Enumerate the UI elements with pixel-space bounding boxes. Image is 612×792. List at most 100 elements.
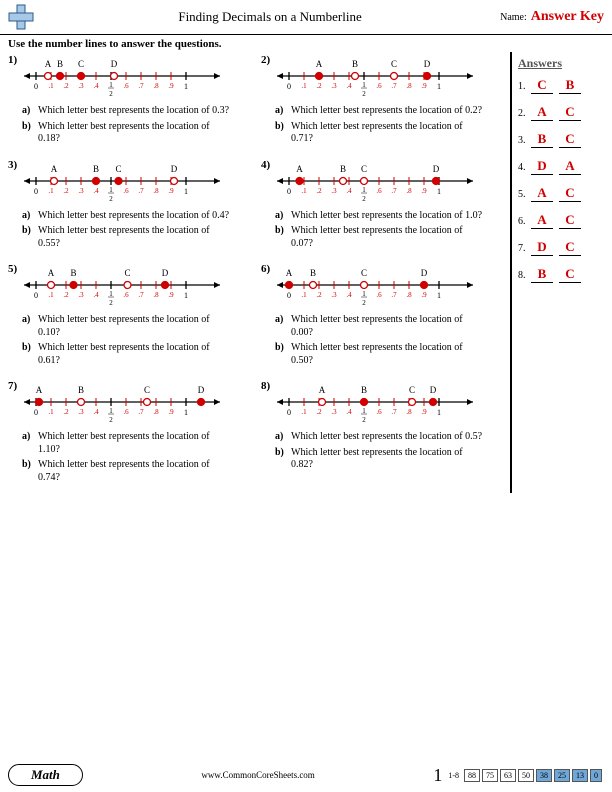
svg-text:B: B bbox=[340, 164, 346, 174]
question-text: Which letter best represents the locatio… bbox=[291, 431, 485, 444]
svg-text:.3: .3 bbox=[331, 187, 337, 195]
svg-text:C: C bbox=[124, 268, 130, 278]
problem: 6)0112.1.2.3.4.6.7.8.9ABCDa)Which letter… bbox=[261, 263, 506, 370]
question-text: Which letter best represents the locatio… bbox=[291, 210, 485, 223]
answer-row: 4.DA bbox=[518, 158, 606, 175]
problem-number: 6) bbox=[261, 263, 275, 275]
svg-text:1: 1 bbox=[184, 187, 188, 196]
svg-text:.3: .3 bbox=[78, 187, 84, 195]
score-cell: 88 bbox=[464, 769, 480, 782]
score-cell: 0 bbox=[590, 769, 602, 782]
svg-text:.7: .7 bbox=[138, 82, 144, 90]
svg-text:2: 2 bbox=[362, 416, 366, 424]
svg-text:0: 0 bbox=[34, 408, 38, 417]
answer-a: D bbox=[531, 158, 553, 175]
svg-text:.7: .7 bbox=[138, 187, 144, 195]
score-cell: 13 bbox=[572, 769, 588, 782]
svg-text:2: 2 bbox=[362, 299, 366, 307]
svg-text:.6: .6 bbox=[123, 291, 129, 299]
numberline: 0112.1.2.3.4.6.7.8.9ABCD bbox=[22, 56, 222, 98]
svg-text:A: A bbox=[48, 268, 55, 278]
numberline: 0112.1.2.3.4.6.7.8.9ABCD bbox=[22, 161, 222, 203]
score-cell: 63 bbox=[500, 769, 516, 782]
answer-key-text: Answer Key bbox=[531, 9, 604, 25]
svg-text:.4: .4 bbox=[93, 408, 99, 416]
svg-text:.1: .1 bbox=[301, 82, 307, 90]
svg-text:C: C bbox=[115, 164, 121, 174]
svg-text:1: 1 bbox=[437, 408, 441, 417]
svg-text:0: 0 bbox=[287, 408, 291, 417]
plus-logo-icon bbox=[8, 4, 34, 30]
problem: 7)0112.1.2.3.4.6.7.8.9ABCDa)Which letter… bbox=[8, 380, 253, 487]
svg-text:.8: .8 bbox=[153, 408, 159, 416]
svg-text:D: D bbox=[433, 164, 440, 174]
svg-text:.3: .3 bbox=[331, 408, 337, 416]
problem-number: 1) bbox=[8, 54, 22, 66]
svg-text:.7: .7 bbox=[391, 82, 397, 90]
question-text: Which letter best represents the locatio… bbox=[291, 314, 485, 339]
question-text: Which letter best represents the locatio… bbox=[291, 225, 485, 250]
numberline: 0112.1.2.3.4.6.7.8.9ABCD bbox=[275, 56, 475, 98]
question-text: Which letter best represents the locatio… bbox=[38, 314, 232, 339]
svg-text:.2: .2 bbox=[63, 291, 69, 299]
header: Finding Decimals on a Numberline Name: A… bbox=[0, 0, 612, 35]
numberline: 0112.1.2.3.4.6.7.8.9ABCD bbox=[275, 382, 475, 424]
svg-text:.9: .9 bbox=[421, 408, 427, 416]
problem-number: 8) bbox=[261, 380, 275, 392]
svg-text:.1: .1 bbox=[48, 291, 54, 299]
svg-text:B: B bbox=[70, 268, 76, 278]
question-label: b) bbox=[275, 225, 291, 250]
numberline: 0112.1.2.3.4.6.7.8.9ABCD bbox=[275, 161, 475, 203]
svg-text:.9: .9 bbox=[168, 408, 174, 416]
problem-number: 3) bbox=[8, 159, 22, 171]
footer-url: www.CommonCoreSheets.com bbox=[83, 770, 433, 780]
svg-text:.4: .4 bbox=[346, 187, 352, 195]
answer-row: 1.CB bbox=[518, 77, 606, 94]
question-text: Which letter best represents the locatio… bbox=[38, 121, 232, 146]
answer-b: C bbox=[559, 185, 581, 202]
svg-text:.7: .7 bbox=[138, 291, 144, 299]
svg-text:B: B bbox=[361, 385, 367, 395]
svg-text:0: 0 bbox=[287, 291, 291, 300]
svg-text:C: C bbox=[144, 385, 150, 395]
svg-text:.9: .9 bbox=[421, 82, 427, 90]
svg-text:.1: .1 bbox=[301, 291, 307, 299]
question-text: Which letter best represents the locatio… bbox=[291, 105, 485, 118]
svg-text:.6: .6 bbox=[123, 82, 129, 90]
svg-text:.6: .6 bbox=[376, 187, 382, 195]
svg-text:1: 1 bbox=[437, 291, 441, 300]
svg-text:.4: .4 bbox=[93, 82, 99, 90]
answer-b: C bbox=[559, 131, 581, 148]
question-label: a) bbox=[275, 431, 291, 444]
question-label: b) bbox=[22, 121, 38, 146]
answer-row: 7.DC bbox=[518, 239, 606, 256]
answer-b: B bbox=[559, 77, 581, 94]
worksheet-title: Finding Decimals on a Numberline bbox=[40, 9, 500, 25]
score-range: 1-8 bbox=[448, 771, 459, 780]
svg-text:2: 2 bbox=[362, 90, 366, 98]
numberline: 0112.1.2.3.4.6.7.8.9ABCD bbox=[22, 382, 222, 424]
question-label: a) bbox=[275, 210, 291, 223]
answer-row: 8.BC bbox=[518, 266, 606, 283]
answer-a: A bbox=[531, 212, 553, 229]
svg-text:.4: .4 bbox=[346, 291, 352, 299]
svg-text:1: 1 bbox=[184, 82, 188, 91]
svg-text:D: D bbox=[430, 385, 437, 395]
svg-text:D: D bbox=[162, 268, 169, 278]
answer-b: C bbox=[559, 104, 581, 121]
svg-text:0: 0 bbox=[34, 291, 38, 300]
score-cell: 50 bbox=[518, 769, 534, 782]
svg-text:.1: .1 bbox=[48, 187, 54, 195]
question-label: b) bbox=[275, 447, 291, 472]
svg-text:.7: .7 bbox=[138, 408, 144, 416]
svg-text:2: 2 bbox=[109, 90, 113, 98]
question-label: b) bbox=[22, 342, 38, 367]
svg-text:.3: .3 bbox=[78, 291, 84, 299]
subject-badge: Math bbox=[8, 764, 83, 786]
answers-panel: Answers 1.CB2.AC3.BC4.DA5.AC6.AC7.DC8.BC bbox=[510, 52, 612, 493]
answer-a: C bbox=[531, 77, 553, 94]
svg-text:.6: .6 bbox=[376, 291, 382, 299]
svg-text:.2: .2 bbox=[63, 408, 69, 416]
answer-a: A bbox=[531, 185, 553, 202]
svg-text:B: B bbox=[57, 59, 63, 69]
